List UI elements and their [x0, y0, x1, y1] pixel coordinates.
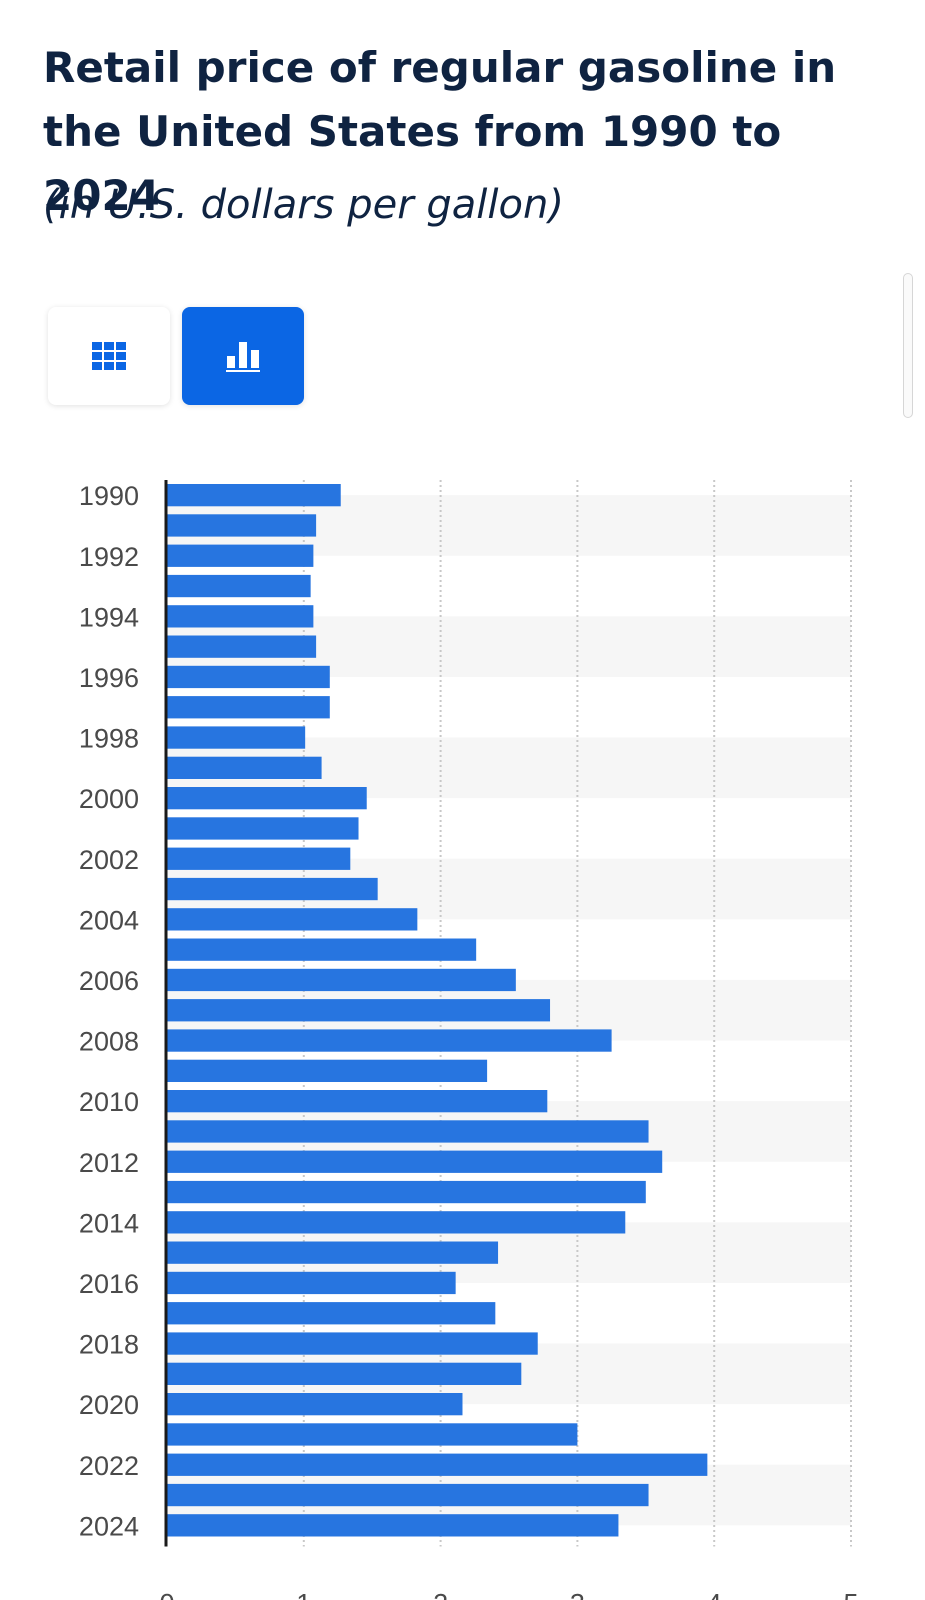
y-tick-label: 2022 — [79, 1451, 139, 1481]
bar-1996[interactable] — [167, 665, 330, 689]
bar-2012[interactable] — [167, 1150, 663, 1173]
bar-2014[interactable] — [167, 1211, 626, 1234]
bar-2020[interactable] — [167, 1393, 463, 1416]
bar-2010[interactable] — [167, 1090, 548, 1113]
y-tick-label: 1992 — [79, 542, 139, 572]
y-tick-label: 2004 — [79, 905, 139, 935]
bar-2024[interactable] — [167, 1514, 619, 1537]
y-tick-label: 2020 — [79, 1390, 139, 1420]
y-tick-label: 1994 — [79, 602, 139, 632]
y-tick-label: 2018 — [79, 1330, 139, 1360]
bar-2005[interactable] — [167, 938, 477, 961]
table-view-button[interactable] — [48, 307, 170, 405]
grid-icon — [92, 342, 126, 370]
bar-1999[interactable] — [167, 756, 322, 779]
x-tick-label: 0 — [159, 1589, 174, 1600]
y-tick-label: 2000 — [79, 784, 139, 814]
bar-1992[interactable] — [167, 544, 314, 567]
x-tick-label: 5 — [843, 1589, 858, 1600]
y-tick-label: 2014 — [79, 1208, 139, 1238]
bar-2009[interactable] — [167, 1059, 488, 1082]
bar-2002[interactable] — [167, 847, 351, 870]
y-tick-label: 1996 — [79, 663, 139, 693]
chart-subtitle: (in U.S. dollars per gallon) — [43, 182, 564, 228]
bar-2016[interactable] — [167, 1271, 456, 1295]
bar-1998[interactable] — [167, 726, 306, 749]
bar-2019[interactable] — [167, 1362, 522, 1385]
bar-2001[interactable] — [167, 817, 359, 840]
x-tick-label: 1 — [296, 1589, 311, 1600]
bar-2004[interactable] — [167, 908, 418, 931]
bar-1995[interactable] — [167, 635, 317, 658]
x-tick-label: 4 — [707, 1589, 722, 1600]
bar-chart: 1990 1992 1994 1996 1998 2000 2002 2004 2006 2008… — [79, 480, 859, 1600]
bar-2011[interactable] — [167, 1120, 649, 1143]
bar-2017[interactable] — [167, 1302, 496, 1325]
bar-2013[interactable] — [167, 1180, 646, 1204]
bar-2021[interactable] — [167, 1423, 578, 1446]
y-tick-label: 2002 — [79, 845, 139, 875]
y-tick-label: 2016 — [79, 1269, 139, 1299]
bar-2007[interactable] — [167, 999, 551, 1022]
bar-2008[interactable] — [167, 1029, 612, 1052]
bar-1994[interactable] — [167, 605, 314, 628]
bar-2023[interactable] — [167, 1483, 649, 1507]
x-tick-label: 3 — [570, 1589, 585, 1600]
bar-1993[interactable] — [167, 574, 311, 598]
bar-1997[interactable] — [167, 696, 330, 719]
bar-2006[interactable] — [167, 968, 516, 992]
bar-2000[interactable] — [167, 787, 367, 810]
y-tick-label: 2006 — [79, 966, 139, 996]
y-tick-label: 1998 — [79, 724, 139, 754]
y-tick-label: 2012 — [79, 1148, 139, 1178]
bar-1990[interactable] — [167, 484, 341, 507]
bar-2018[interactable] — [167, 1332, 538, 1355]
y-tick-label: 1990 — [79, 481, 139, 511]
y-tick-label: 2008 — [79, 1027, 139, 1057]
y-tick-label: 2010 — [79, 1087, 139, 1117]
bar-2003[interactable] — [167, 877, 378, 901]
bar-1991[interactable] — [167, 514, 317, 537]
bar-chart-icon — [226, 342, 260, 372]
bar-2015[interactable] — [167, 1241, 499, 1264]
chart-title: Retail price of regular gasoline in the … — [43, 43, 837, 220]
chart-view-button[interactable] — [182, 307, 304, 405]
y-tick-label: 2024 — [79, 1511, 139, 1541]
x-tick-label: 2 — [433, 1589, 448, 1600]
bar-2022[interactable] — [167, 1453, 708, 1476]
scrollbar[interactable] — [903, 273, 913, 418]
